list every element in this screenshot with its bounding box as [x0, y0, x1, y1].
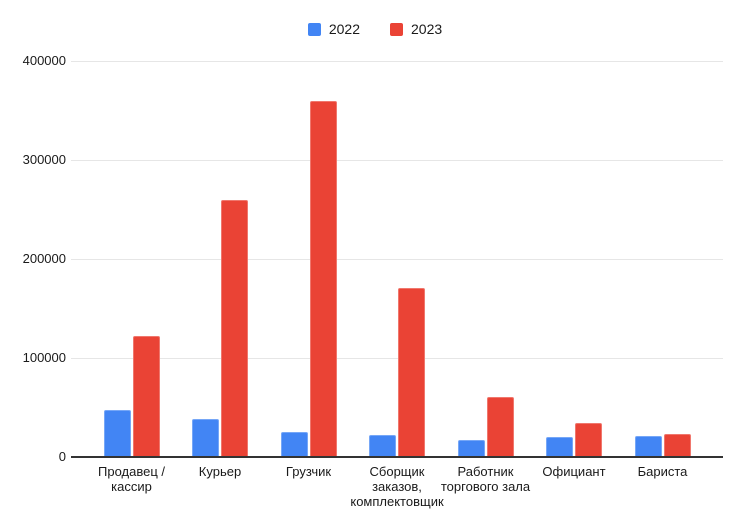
x-axis-label-line: комплектовщик [350, 494, 444, 509]
chart-legend: 2022 2023 [0, 21, 750, 37]
bar-2022-3[interactable] [369, 435, 396, 457]
x-axis-label: Курьер [158, 464, 282, 479]
y-axis-label: 100000 [22, 350, 66, 365]
bar-2023-5[interactable] [575, 423, 602, 457]
x-axis-label-line: Официант [542, 464, 606, 479]
x-axis-label-line: Работник [457, 464, 514, 479]
legend-item-2023: 2023 [390, 21, 442, 37]
x-axis-label-line: Курьер [198, 464, 242, 479]
legend-swatch-2022-icon [307, 22, 321, 36]
bar-2022-5[interactable] [546, 437, 573, 457]
bar-2022-6[interactable] [634, 436, 662, 457]
bar-2022-4[interactable] [457, 440, 485, 457]
y-axis-label: 300000 [22, 152, 66, 167]
y-axis-label: 200000 [22, 251, 66, 266]
x-axis-label: Грузчик [247, 464, 371, 479]
bar-2023-4[interactable] [486, 396, 514, 457]
y-axis-label: 400000 [22, 53, 66, 68]
bar-2022-2[interactable] [280, 432, 308, 457]
x-axis-label: Работник торгового зала [424, 464, 548, 494]
x-axis-label-line: заказов, [372, 479, 422, 494]
x-axis-label-line: Сборщик [369, 464, 425, 479]
legend-item-2022: 2022 [307, 21, 360, 37]
x-axis-label: Сборщик заказов, комплектовщик [335, 464, 459, 509]
legend-label-2023: 2023 [411, 21, 443, 37]
bar-2022-1[interactable] [192, 419, 219, 457]
x-axis-label: Продавец / кассир [70, 464, 194, 494]
x-axis-label-line: Продавец / [98, 464, 165, 479]
legend-swatch-2023-icon [390, 22, 403, 36]
x-axis-label-line: кассир [111, 479, 152, 494]
gridline [71, 160, 723, 161]
y-axis-label: 0 [58, 449, 66, 464]
x-axis-line [71, 456, 723, 458]
x-axis-label: Официант [512, 464, 636, 479]
x-axis-label-line: Бариста [637, 464, 688, 479]
bar-2022-0[interactable] [103, 410, 131, 457]
bar-2023-3[interactable] [398, 287, 425, 457]
legend-label-2022: 2022 [328, 21, 360, 37]
x-axis-label: Бариста [601, 464, 725, 479]
gridline [71, 259, 723, 260]
bar-2023-6[interactable] [663, 434, 691, 457]
x-axis-label-line: Грузчик [285, 464, 332, 479]
bar-2023-1[interactable] [221, 199, 248, 457]
gridline [71, 61, 723, 62]
bar-2023-2[interactable] [309, 100, 337, 457]
bar-2023-0[interactable] [132, 336, 160, 457]
x-axis-label-line: торгового зала [440, 479, 531, 494]
gridline [71, 358, 723, 359]
